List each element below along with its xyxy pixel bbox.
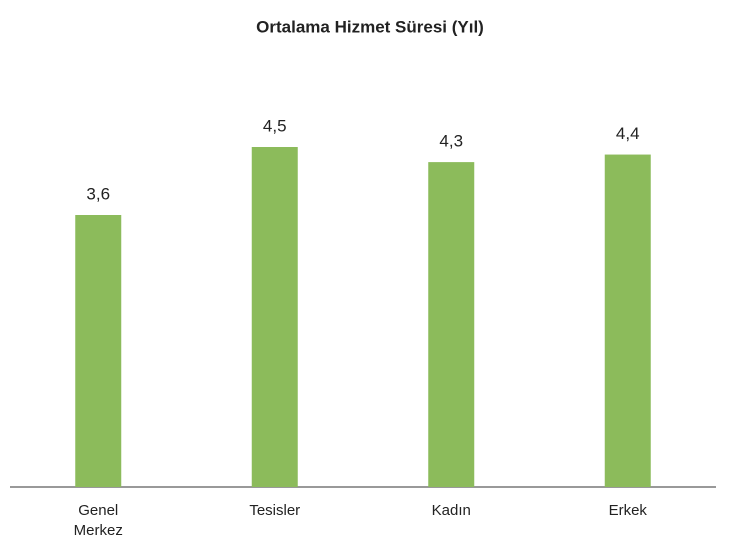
bar [251,147,298,487]
x-tick-label-line: Merkez [74,522,123,539]
x-tick-label-line: Genel [78,502,118,519]
chart-title: Ortalama Hizmet Süresi (Yıl) [256,17,484,36]
value-label: 4,3 [439,132,463,151]
x-tick-label: Kadın [432,502,471,519]
x-tick-label: Genel Merkez [74,502,123,539]
bar [604,154,651,488]
bar [75,215,122,487]
x-tick-label: Tesisler [249,502,300,519]
bar [428,162,475,487]
value-label: 4,5 [263,116,287,135]
value-label: 3,6 [86,184,110,203]
x-tick-label: Erkek [609,502,648,519]
value-label: 4,4 [616,124,640,143]
